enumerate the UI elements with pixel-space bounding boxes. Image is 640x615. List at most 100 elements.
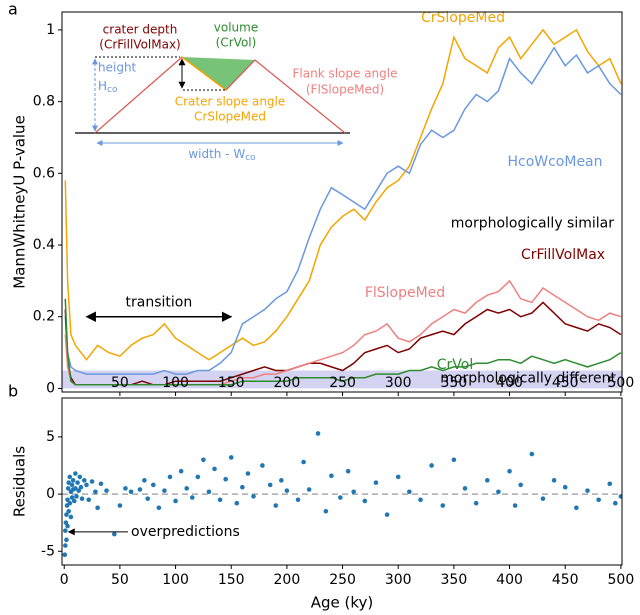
x-tick-label: 50: [111, 572, 129, 588]
y-tick-label: -5: [41, 543, 55, 559]
point: [607, 481, 613, 487]
panel-label: b: [8, 382, 18, 401]
inset-volume: [182, 57, 255, 90]
point: [529, 451, 535, 457]
point: [65, 497, 70, 503]
x-tick-label: 400: [496, 572, 523, 588]
point: [89, 479, 95, 484]
band-label: morphologically different: [440, 370, 616, 386]
point: [451, 457, 457, 463]
point: [273, 503, 279, 508]
point: [384, 512, 390, 517]
y-tick-label: 0: [46, 380, 55, 396]
series-label: CrSlopeMed: [421, 10, 505, 26]
point: [69, 482, 75, 488]
inset-label: (CrVol): [216, 36, 257, 50]
inset-label: width - Wco: [188, 147, 256, 163]
x-tick-label: 150: [218, 572, 245, 588]
point: [67, 474, 73, 480]
point: [184, 486, 189, 491]
inset-label: co: [245, 153, 256, 163]
point: [123, 486, 128, 491]
point: [66, 508, 71, 514]
inset-label: (CrFillVolMax): [99, 38, 180, 52]
x-tick-label: 400: [496, 375, 523, 391]
point: [562, 484, 568, 490]
x-tick-label: 450: [552, 572, 579, 588]
point: [315, 431, 321, 436]
point: [613, 500, 618, 506]
point: [260, 463, 265, 468]
annotation: transition: [126, 295, 193, 311]
point: [279, 478, 284, 483]
point: [418, 497, 423, 503]
point: [540, 496, 546, 501]
point: [512, 503, 518, 508]
x-tick-label: 200: [274, 375, 301, 391]
x-tick-label: 450: [552, 375, 579, 391]
point: [484, 478, 490, 483]
point: [112, 531, 117, 537]
point: [162, 488, 167, 493]
point: [245, 471, 251, 476]
point: [284, 488, 290, 493]
point: [345, 468, 351, 474]
point: [217, 497, 223, 503]
point: [551, 478, 557, 483]
y-axis-title: Residuals: [11, 446, 29, 517]
inset-label: volume: [214, 21, 258, 35]
point: [98, 481, 104, 487]
point: [75, 480, 80, 485]
point: [73, 486, 78, 491]
x-tick-label: 250: [329, 375, 356, 391]
point: [306, 487, 312, 492]
y-tick-label: 0.2: [33, 309, 55, 325]
point: [240, 484, 245, 490]
point: [251, 494, 256, 499]
inset-label: co: [107, 85, 118, 95]
point: [78, 484, 84, 490]
point: [128, 489, 134, 495]
point: [63, 528, 68, 533]
point: [156, 505, 162, 511]
inset-label: crater depth: [103, 23, 178, 37]
point: [228, 455, 234, 460]
x-tick-label: 100: [162, 375, 189, 391]
point: [338, 495, 343, 500]
point: [407, 489, 412, 495]
point: [67, 500, 73, 506]
plot-area: [62, 431, 622, 558]
point: [64, 537, 69, 543]
point: [63, 543, 68, 548]
x-tick-label: 500: [608, 572, 635, 588]
series-line: [64, 28, 622, 361]
x-axis-title: Age (ky): [311, 594, 374, 612]
point: [66, 480, 71, 485]
point: [167, 474, 173, 480]
point: [137, 487, 143, 492]
point: [63, 520, 69, 525]
point: [173, 498, 178, 504]
point: [86, 497, 92, 503]
inset-label: Crater slope angle: [175, 95, 286, 109]
point: [81, 478, 87, 483]
x-tick-label: 300: [385, 572, 412, 588]
point: [507, 468, 512, 474]
point: [518, 482, 523, 488]
point: [69, 495, 75, 500]
inset-label: H: [98, 79, 107, 93]
inset-label: height: [98, 61, 137, 75]
point: [145, 496, 151, 501]
point: [267, 482, 273, 488]
point: [73, 471, 78, 476]
point: [117, 503, 123, 508]
y-tick-label: 0.6: [33, 165, 55, 181]
point: [74, 494, 79, 499]
point: [84, 482, 89, 488]
point: [212, 466, 217, 472]
point: [76, 488, 81, 493]
x-tick-label: 0: [60, 572, 69, 588]
x-tick-label: 300: [385, 375, 412, 391]
point: [585, 488, 590, 493]
plot-area: [62, 28, 622, 389]
